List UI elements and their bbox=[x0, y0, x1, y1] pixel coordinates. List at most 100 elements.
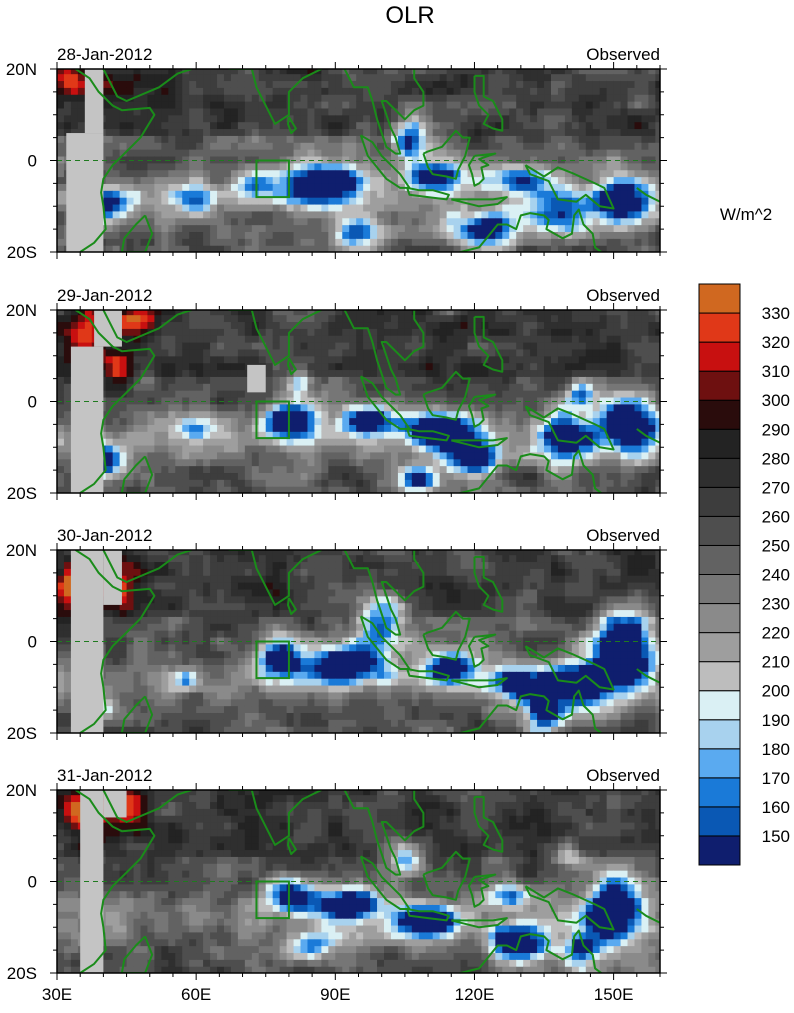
olr-cell bbox=[370, 465, 378, 474]
olr-cell bbox=[203, 486, 211, 493]
olr-cell bbox=[217, 390, 225, 398]
olr-cell bbox=[237, 217, 246, 226]
olr-cell bbox=[203, 128, 211, 136]
olr-cell bbox=[279, 128, 288, 136]
olr-cell bbox=[606, 149, 615, 157]
olr-cell bbox=[627, 87, 636, 95]
olr-cell bbox=[119, 128, 128, 136]
olr-cell bbox=[307, 217, 316, 226]
olr-cell bbox=[384, 486, 392, 493]
olr-cell bbox=[523, 69, 531, 75]
olr-cell bbox=[404, 472, 413, 480]
olr-cell bbox=[230, 355, 239, 364]
olr-cell bbox=[557, 245, 566, 252]
olr-cell bbox=[509, 135, 517, 143]
olr-cell bbox=[244, 458, 253, 467]
olr-cell bbox=[168, 369, 176, 377]
olr-cell bbox=[384, 162, 392, 171]
olr-cell bbox=[251, 451, 260, 460]
coastline bbox=[428, 69, 431, 70]
olr-cell bbox=[57, 479, 65, 487]
olr-cell bbox=[557, 310, 566, 316]
olr-cell bbox=[411, 417, 420, 425]
olr-cell bbox=[530, 410, 538, 419]
olr-cell bbox=[384, 197, 392, 205]
olr-cell bbox=[377, 155, 385, 164]
olr-cell bbox=[63, 383, 72, 391]
olr-cell bbox=[112, 210, 121, 219]
olr-cell bbox=[272, 424, 281, 432]
olr-cell bbox=[544, 390, 552, 398]
olr-cell bbox=[606, 472, 615, 480]
olr-cell bbox=[564, 321, 573, 329]
olr-cell bbox=[509, 310, 517, 316]
olr-cell bbox=[585, 210, 594, 219]
olr-cell bbox=[599, 231, 608, 239]
olr-cell bbox=[175, 342, 183, 350]
olr-cell bbox=[634, 424, 643, 432]
olr-cell bbox=[265, 314, 274, 323]
olr-cell bbox=[57, 684, 65, 693]
olr-cell bbox=[397, 376, 406, 384]
olr-cell bbox=[112, 176, 121, 184]
olr-cell bbox=[377, 210, 385, 219]
olr-cell bbox=[397, 69, 406, 75]
olr-cell bbox=[578, 410, 587, 419]
olr-cell bbox=[189, 94, 197, 102]
olr-cell bbox=[432, 107, 441, 116]
olr-cell bbox=[384, 362, 392, 371]
olr-cell bbox=[634, 155, 643, 164]
olr-cell bbox=[578, 87, 587, 95]
olr-cell bbox=[634, 190, 643, 198]
olr-cell bbox=[571, 87, 580, 95]
olr-cell bbox=[307, 479, 316, 487]
olr-cell bbox=[551, 321, 559, 329]
olr-cell bbox=[251, 197, 260, 205]
olr-cell bbox=[620, 396, 629, 405]
olr-cell bbox=[592, 210, 601, 219]
olr-cell bbox=[119, 328, 128, 336]
olr-cell bbox=[230, 128, 239, 136]
olr-cell bbox=[126, 472, 135, 480]
olr-cell bbox=[411, 431, 420, 439]
olr-cell bbox=[655, 376, 660, 384]
olr-cell bbox=[641, 376, 650, 384]
olr-cell bbox=[314, 114, 322, 123]
olr-cell bbox=[105, 383, 114, 391]
region-box bbox=[255, 400, 290, 440]
olr-cell bbox=[168, 245, 176, 252]
olr-cell bbox=[488, 321, 496, 329]
olr-cell bbox=[154, 383, 162, 391]
olr-cell bbox=[397, 217, 406, 226]
olr-cell bbox=[488, 383, 496, 391]
olr-cell bbox=[488, 210, 496, 219]
olr-cell bbox=[488, 348, 496, 357]
olr-cell bbox=[154, 403, 162, 412]
olr-cell bbox=[481, 328, 489, 336]
olr-cell bbox=[502, 121, 510, 130]
olr-cell bbox=[342, 431, 350, 439]
olr-cell bbox=[63, 438, 72, 446]
olr-cell bbox=[196, 444, 204, 453]
olr-cell bbox=[655, 383, 660, 391]
olr-cell bbox=[182, 314, 190, 323]
olr-cell bbox=[112, 69, 121, 75]
olr-cell bbox=[495, 231, 503, 239]
olr-cell bbox=[537, 431, 545, 439]
olr-cell bbox=[516, 162, 524, 171]
olr-cell bbox=[133, 376, 142, 384]
olr-cell bbox=[564, 417, 573, 425]
olr-cell bbox=[544, 465, 552, 474]
olr-cell bbox=[655, 472, 660, 480]
olr-cell bbox=[314, 417, 322, 425]
olr-cell bbox=[648, 217, 656, 226]
olr-cell bbox=[613, 224, 622, 233]
olr-cell bbox=[488, 396, 496, 405]
olr-cell bbox=[634, 203, 643, 212]
olr-cell bbox=[613, 424, 622, 432]
olr-cell bbox=[516, 424, 524, 432]
olr-cell bbox=[634, 362, 643, 371]
olr-cell bbox=[460, 328, 469, 336]
olr-cell bbox=[530, 183, 538, 191]
olr-cell bbox=[154, 128, 162, 136]
